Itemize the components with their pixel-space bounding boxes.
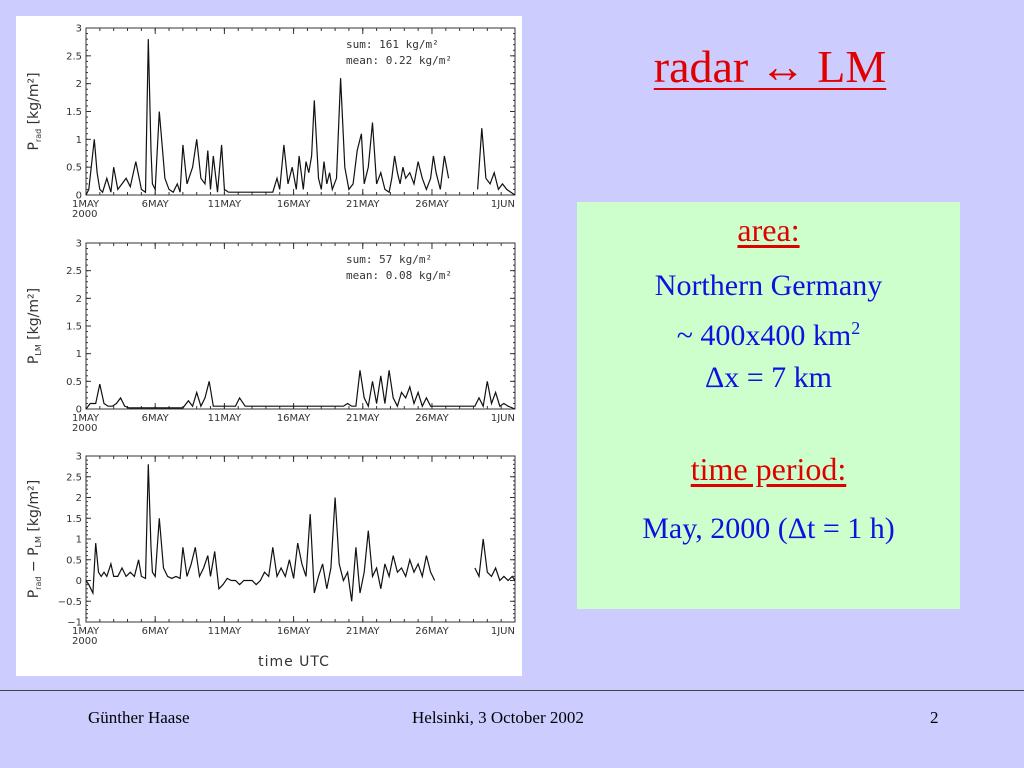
- x-tick-label: 16MAY: [277, 413, 311, 424]
- footer-divider: [0, 690, 1024, 691]
- y-tick-label: 1: [76, 535, 82, 546]
- footer-event: Helsinki, 3 October 2002: [412, 708, 584, 727]
- x-tick-label: 16MAY: [277, 199, 311, 210]
- y-tick-label: 2.5: [66, 51, 82, 62]
- x-tick-label: 1MAY: [72, 413, 100, 424]
- y-axis-title-sub: rad: [34, 577, 43, 590]
- y-tick-label: 3: [76, 452, 82, 463]
- x-tick-label: 11MAY: [208, 199, 242, 210]
- y-axis-title-main2: P: [26, 547, 42, 555]
- chart-panel-1: 0 0.5 1 1.5 2 2.5 3 1MAY 6MAY 11MAY 16MAY 21MAY 26MA…: [26, 24, 516, 220]
- y-axis-title-sep: −: [26, 556, 42, 577]
- y-tick-label: 2.5: [66, 266, 82, 277]
- y-tick-label: 0.5: [66, 555, 82, 566]
- x-tick-label: 6MAY: [142, 199, 170, 210]
- annotation-line: mean: 0.22 kg/m²: [346, 54, 452, 67]
- x-tick-label: 26MAY: [415, 413, 449, 424]
- x-tick-label: 1MAY: [72, 626, 100, 637]
- y-axis-title-unit: [kg/m²]: [26, 288, 42, 344]
- y-axis-title: Prad − PLM [kg/m²]: [26, 480, 43, 599]
- x-tick-label: 11MAY: [208, 413, 242, 424]
- series-line: [85, 39, 516, 196]
- y-axis-title: PLM [kg/m²]: [26, 288, 43, 364]
- chart-panel-2: 0 0.5 1 1.5 2 2.5 3 1MAY 6MAY 11MAY 16MAY 21MAY 26MA…: [26, 239, 516, 434]
- x-tick-label: 16MAY: [277, 626, 311, 637]
- y-axis-title-main: P: [26, 590, 42, 598]
- x-tick-label: 11MAY: [208, 626, 242, 637]
- x-tick-label: 6MAY: [142, 626, 170, 637]
- y-tick-label: 3: [76, 24, 82, 35]
- y-tick-label: 1: [76, 349, 82, 360]
- x-tick-label: 6MAY: [142, 413, 170, 424]
- time-heading-row: time period:: [577, 451, 960, 488]
- y-axis-title-sub: LM: [34, 344, 43, 355]
- area-line-2-text: ~ 400x400 km: [676, 319, 852, 352]
- area-line-2: ~ 400x400 km2: [577, 307, 960, 357]
- y-tick-label: 1.5: [66, 322, 82, 333]
- x-tick-label: 21MAY: [346, 413, 380, 424]
- area-line-2-sup: 2: [851, 318, 861, 338]
- annotation-line: mean: 0.08 kg/m²: [346, 269, 452, 282]
- x-tick-label: 1JUN: [491, 199, 515, 210]
- year-label: 2000: [72, 209, 97, 220]
- y-tick-label: −0.5: [58, 597, 82, 608]
- figure-panel: 0 0.5 1 1.5 2 2.5 3 1MAY 6MAY 11MAY 16MAY 21MAY 26MA…: [16, 16, 522, 676]
- area-line-1: Northern Germany: [654, 269, 883, 302]
- x-tick-label: 26MAY: [415, 626, 449, 637]
- y-axis-title: Prad [kg/m²]: [26, 72, 43, 150]
- y-axis-title-main: P: [26, 142, 42, 150]
- area-heading: area:: [737, 212, 800, 248]
- x-tick-label: 21MAY: [346, 199, 380, 210]
- y-tick-label: 0: [76, 405, 82, 416]
- y-tick-label: 2: [76, 79, 82, 90]
- y-axis-title-sub2: LM: [34, 536, 43, 547]
- x-tick-label: 1JUN: [491, 626, 515, 637]
- plot-frame: [85, 242, 516, 410]
- y-tick-label: 0: [76, 191, 82, 202]
- y-tick-label: 2: [76, 493, 82, 504]
- y-tick-label: 1: [76, 135, 82, 146]
- y-tick-label: −1: [67, 618, 82, 629]
- y-tick-label: 2: [76, 294, 82, 305]
- annotation-line: sum: 57 kg/m²: [346, 253, 432, 266]
- y-tick-label: 0: [76, 576, 82, 587]
- footer-page-number: 2: [930, 708, 939, 727]
- y-tick-label: 1.5: [66, 107, 82, 118]
- y-axis-title-unit: [kg/m²]: [26, 480, 42, 536]
- y-axis-title-main: P: [26, 356, 42, 364]
- y-axis-title-sub: rad: [34, 129, 43, 142]
- time-line: May, 2000 (Δt = 1 h): [642, 512, 895, 545]
- x-tick-label: 26MAY: [415, 199, 449, 210]
- y-tick-label: 0.5: [66, 377, 82, 388]
- series-line: [85, 370, 516, 410]
- y-tick-label: 3: [76, 239, 82, 250]
- footer-author: Günther Haase: [88, 708, 190, 727]
- area-heading-row: area:: [577, 212, 960, 249]
- y-tick-label: 1.5: [66, 514, 82, 525]
- x-tick-label: 21MAY: [346, 626, 380, 637]
- slide-title: radar ↔ LM: [653, 41, 887, 92]
- year-label: 2000: [72, 423, 97, 434]
- time-heading: time period:: [690, 451, 847, 487]
- x-tick-label: 1MAY: [72, 199, 100, 210]
- x-axis-title: time UTC: [258, 654, 330, 670]
- x-tick-label: 1JUN: [491, 413, 515, 424]
- area-line-3: Δx = 7 km: [704, 361, 833, 394]
- y-axis-title-unit: [kg/m²]: [26, 72, 42, 128]
- chart-panel-3: −1 −0.5 0 0.5 1 1.5 2 2.5 3 1MAY 6MAY 11MAY 16MAY 21M…: [26, 452, 516, 670]
- series-line: [85, 464, 516, 602]
- info-box: area: Northern Germany ~ 400x400 km2 Δx …: [577, 202, 960, 609]
- y-tick-label: 0.5: [66, 163, 82, 174]
- annotation-line: sum: 161 kg/m²: [346, 38, 439, 51]
- y-tick-label: 2.5: [66, 472, 82, 483]
- year-label: 2000: [72, 636, 97, 647]
